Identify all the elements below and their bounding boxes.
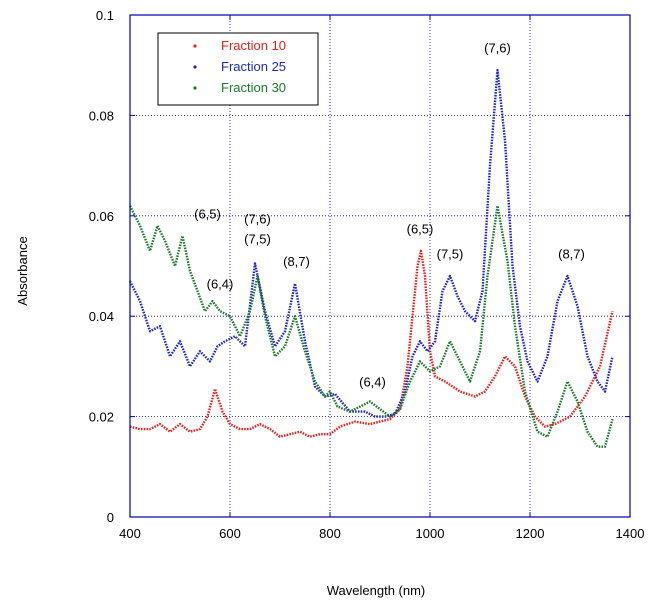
x-tick-label: 1000 — [416, 526, 445, 541]
peak-label: (6,4) — [359, 374, 386, 389]
legend: Fraction 10 Fraction 25 Fraction 30 — [158, 33, 318, 105]
series-line-1 — [130, 70, 613, 416]
y-tick-label: 0.06 — [89, 209, 114, 224]
x-tick-label: 600 — [219, 526, 241, 541]
peak-label: (7,6) — [484, 41, 511, 56]
peak-label: (7,5) — [244, 231, 271, 246]
x-tick-label: 1200 — [516, 526, 545, 541]
x-tick-label: 400 — [119, 526, 141, 541]
peak-label: (6,4) — [207, 277, 234, 292]
y-tick-label: 0.08 — [89, 108, 114, 123]
series-line-0 — [130, 251, 613, 437]
y-axis-label: Absorbance — [15, 236, 30, 305]
peak-label: (7,6) — [244, 211, 271, 226]
peak-label: (8,7) — [558, 246, 585, 261]
series-layer — [130, 70, 613, 447]
y-tick-label: 0.1 — [96, 8, 114, 23]
y-tick-label: 0 — [107, 510, 114, 525]
legend-label-0: Fraction 10 — [221, 38, 286, 53]
x-tick-label: 1400 — [616, 526, 645, 541]
peak-label: (8,7) — [283, 254, 310, 269]
y-tick-label: 0.02 — [89, 410, 114, 425]
legend-label-1: Fraction 25 — [221, 59, 286, 74]
legend-marker-1 — [193, 65, 196, 68]
legend-label-2: Fraction 30 — [221, 80, 286, 95]
peak-label: (6,5) — [194, 206, 221, 221]
legend-marker-0 — [193, 44, 196, 47]
y-tick-label: 0.04 — [89, 309, 114, 324]
series-line-2 — [130, 206, 613, 447]
peak-label: (7,5) — [437, 246, 464, 261]
peak-label: (6,5) — [407, 221, 434, 236]
x-axis-label: Wavelength (nm) — [327, 583, 426, 598]
x-tick-label: 800 — [319, 526, 341, 541]
legend-marker-2 — [193, 86, 196, 89]
